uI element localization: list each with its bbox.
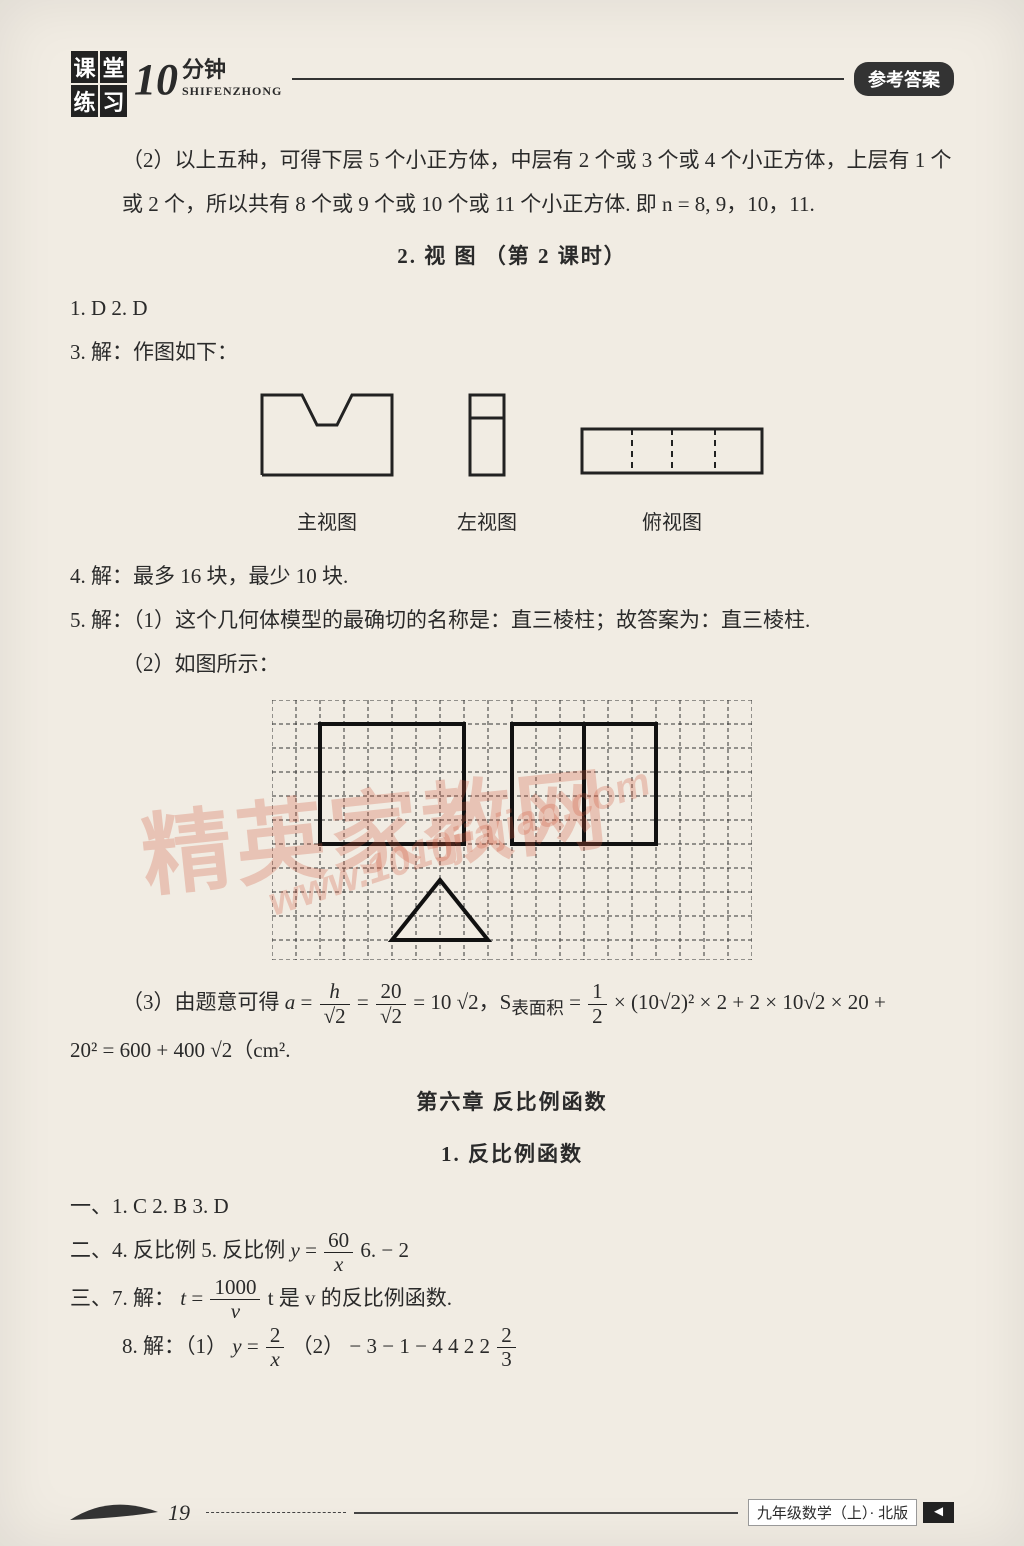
txt: = [247,1334,264,1358]
answer-5-3-line2: 20² = 600 + 400 √2（cm². [70,1028,954,1072]
txt: 6. − 2 [360,1238,409,1262]
logo-grid: 课 堂 练 习 [70,50,128,108]
grid-figure [70,700,954,960]
row-3: 三、7. 解： t = 1000 v t 是 v 的反比例函数. [70,1276,954,1324]
num: 2 [497,1324,516,1348]
header-ten: 10 [134,54,178,105]
var-t: t [180,1286,186,1310]
den: √2 [320,1005,350,1028]
answer-4: 4. 解：最多 16 块，最少 10 块. [70,554,954,598]
txt: = [357,990,374,1014]
header-pinyin: SHIFENZHONG [182,84,282,98]
header: 课 堂 练 习 10 分钟 SHIFENZHONG 参考答案 [70,50,954,108]
frac-h-root2: h √2 [320,980,350,1027]
frac-20-root2: 20 √2 [376,980,406,1027]
page-number: 19 [168,1500,190,1526]
answer-5-2: （2）如图所示： [70,642,954,686]
chapter-6-title: 第六章 反比例函数 [70,1080,954,1124]
frac-2-x: 2 x [266,1324,285,1371]
header-fenzhong: 分钟 [182,57,226,82]
answer-5-1: 5. 解：（1）这个几何体模型的最确切的名称是：直三棱柱；故答案为：直三棱柱. [70,598,954,642]
txt: = 10 √2，S [413,990,511,1014]
front-view-svg [257,390,397,480]
frac-1000-v: 1000 v [210,1276,260,1323]
row-2: 二、4. 反比例 5. 反比例 y = 60 x 6. − 2 [70,1228,954,1276]
footer: 19 九年级数学（上）· 北版 ◄ [70,1499,954,1526]
var-y: y [291,1238,300,1262]
num: h [320,980,350,1004]
content: （2）以上五种，可得下层 5 个小正方体，中层有 2 个或 3 个或 4 个小正… [70,138,954,1371]
section-title-2: 2. 视 图 （第 2 课时） [70,234,954,278]
txt: t 是 v 的反比例函数. [268,1286,452,1310]
front-view: 主视图 [257,390,397,543]
footer-line [354,1512,738,1514]
answer-3-head: 3. 解：作图如下： [70,330,954,374]
var-a: a [285,990,296,1014]
footer-arrow-icon: ◄ [923,1502,954,1523]
txt: 二、4. 反比例 5. 反比例 [70,1238,291,1262]
figure-views-row: 主视图 左视图 俯视图 [70,390,954,543]
footer-book: 九年级数学（上）· 北版 [748,1499,917,1526]
top-view-svg [577,424,767,480]
txt: 8. 解：（1） [122,1334,227,1358]
logo-cell: 堂 [99,50,128,84]
var-y: y [232,1334,241,1358]
subscript: 表面积 [511,998,564,1018]
num: 1 [588,980,607,1004]
left-view-svg [465,390,509,480]
den: 3 [497,1348,516,1371]
row-1: 一、1. C 2. B 3. D [70,1184,954,1228]
num: 60 [324,1229,353,1253]
left-view-label: 左视图 [457,502,517,544]
logo-cell: 课 [70,50,99,84]
frac-2-3: 2 3 [497,1324,516,1371]
txt: = [305,1238,322,1262]
answer-5-3: （3）由题意可得 a = h √2 = 20 √2 = 10 √2，S表面积 =… [70,980,954,1028]
row-4: 8. 解：（1） y = 2 x （2） − 3 − 1 − 4 4 2 2 2… [70,1324,954,1372]
txt: （2） − 3 − 1 − 4 4 2 2 [292,1334,496,1358]
left-view: 左视图 [457,390,517,543]
num: 20 [376,980,406,1004]
para-1: （2）以上五种，可得下层 5 个小正方体，中层有 2 个或 3 个或 4 个小正… [70,138,954,226]
den: √2 [376,1005,406,1028]
txt: （3）由题意可得 [122,990,285,1014]
header-fenzhong-block: 分钟 SHIFENZHONG [182,58,282,100]
frac-half: 1 2 [588,980,607,1027]
grid-svg [272,700,752,960]
front-view-label: 主视图 [257,502,397,544]
answer-1-2: 1. D 2. D [70,286,954,330]
den: x [324,1253,353,1276]
top-view-label: 俯视图 [577,502,767,544]
header-rule [292,78,844,80]
footer-swish-icon [70,1500,160,1526]
den: v [210,1300,260,1323]
footer-dash [206,1512,346,1513]
den: x [266,1348,285,1371]
txt: = [301,990,318,1014]
logo-cell: 习 [99,84,128,118]
num: 2 [266,1324,285,1348]
txt: = [569,990,586,1014]
logo-cell: 练 [70,84,99,118]
answer-badge: 参考答案 [854,62,954,96]
page: 课 堂 练 习 10 分钟 SHIFENZHONG 参考答案 （2）以上五种，可… [0,0,1024,1546]
frac-60-x: 60 x [324,1229,353,1276]
chapter-6-sub: 1. 反比例函数 [70,1132,954,1176]
top-view: 俯视图 [577,424,767,543]
txt: = [191,1286,208,1310]
txt: 三、7. 解： [70,1286,175,1310]
txt: × (10√2)² × 2 + 2 × 10√2 × 20 + [614,990,886,1014]
den: 2 [588,1005,607,1028]
num: 1000 [210,1276,260,1300]
